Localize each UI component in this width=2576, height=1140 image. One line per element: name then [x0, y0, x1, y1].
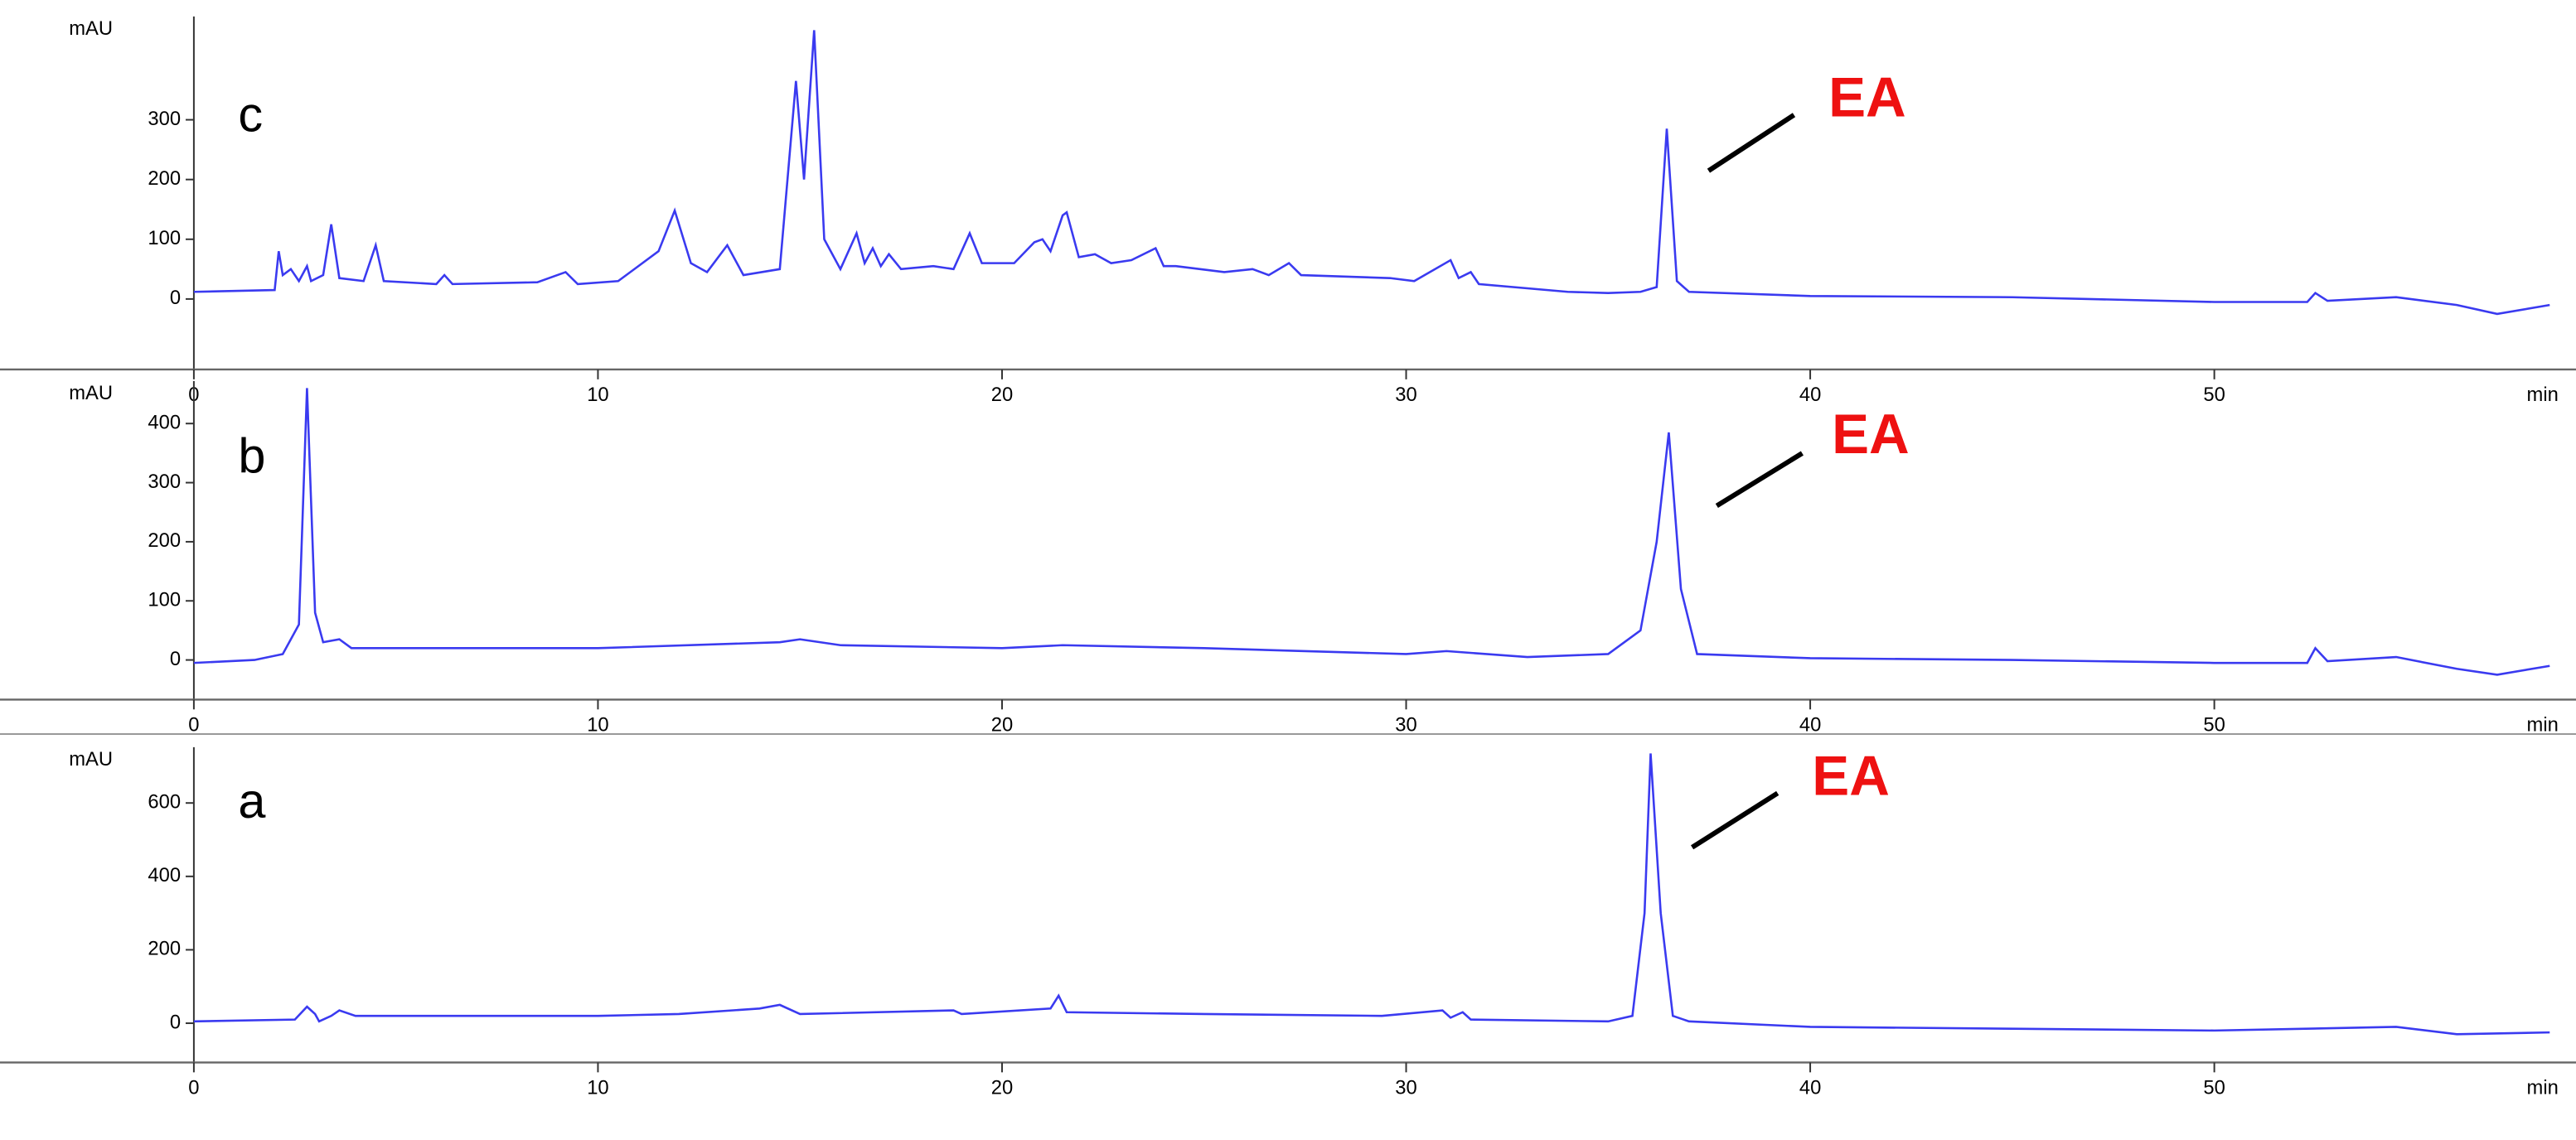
- x-tick-label: 20: [991, 1076, 1013, 1099]
- y-tick-label: 300: [148, 108, 181, 130]
- x-tick-label: 20: [991, 713, 1013, 736]
- y-tick-label: 100: [148, 227, 181, 249]
- x-tick-label: 40: [1799, 713, 1821, 736]
- panel-label: b: [238, 428, 265, 484]
- y-tick-label: 0: [170, 287, 181, 309]
- y-tick-label: 200: [148, 938, 181, 960]
- trace-line: [193, 30, 2550, 316]
- x-tick-label: 40: [1799, 384, 1821, 406]
- annotation-pointer: [1691, 790, 1779, 850]
- x-tick-label: 30: [1395, 1076, 1416, 1099]
- y-tick-label: 200: [148, 529, 181, 552]
- panel-label: c: [238, 86, 263, 142]
- x-tick-label: 40: [1799, 1076, 1821, 1099]
- x-tick-label: 50: [2203, 384, 2225, 406]
- x-axis-unit: min: [2527, 1076, 2559, 1099]
- y-axis-unit: mAU: [69, 17, 113, 40]
- x-tick-label: 50: [2203, 713, 2225, 736]
- y-tick-label: 100: [148, 589, 181, 611]
- x-tick-label: 10: [587, 1076, 608, 1099]
- y-tick-label: 400: [148, 412, 181, 434]
- peak-annotation: EA: [1832, 403, 1910, 466]
- y-tick-label: 200: [148, 167, 181, 190]
- annotation-pointer: [1715, 451, 1804, 509]
- y-axis-unit: mAU: [69, 748, 113, 770]
- y-tick-label: 600: [148, 790, 181, 813]
- x-tick-label: 0: [188, 713, 199, 736]
- x-axis-unit: min: [2527, 384, 2559, 406]
- x-tick-label: 20: [991, 384, 1013, 406]
- annotation-pointer: [1707, 113, 1796, 173]
- y-tick-label: 300: [148, 471, 181, 493]
- y-tick-label: 0: [170, 648, 181, 670]
- x-tick-label: 50: [2203, 1076, 2225, 1099]
- peak-annotation: EA: [1812, 745, 1890, 807]
- x-tick-label: 10: [587, 384, 608, 406]
- y-tick-label: 0: [170, 1011, 181, 1033]
- y-axis-unit: mAU: [69, 382, 113, 404]
- panel-label: a: [238, 773, 266, 828]
- y-tick-label: 400: [148, 864, 181, 886]
- x-tick-label: 10: [587, 713, 608, 736]
- x-tick-label: 30: [1395, 713, 1416, 736]
- peak-annotation: EA: [1828, 67, 1906, 129]
- x-tick-label: 0: [188, 1076, 199, 1099]
- trace-line: [193, 753, 2550, 1036]
- x-axis-unit: min: [2527, 713, 2559, 736]
- x-tick-label: 30: [1395, 384, 1416, 406]
- trace-line: [193, 388, 2550, 676]
